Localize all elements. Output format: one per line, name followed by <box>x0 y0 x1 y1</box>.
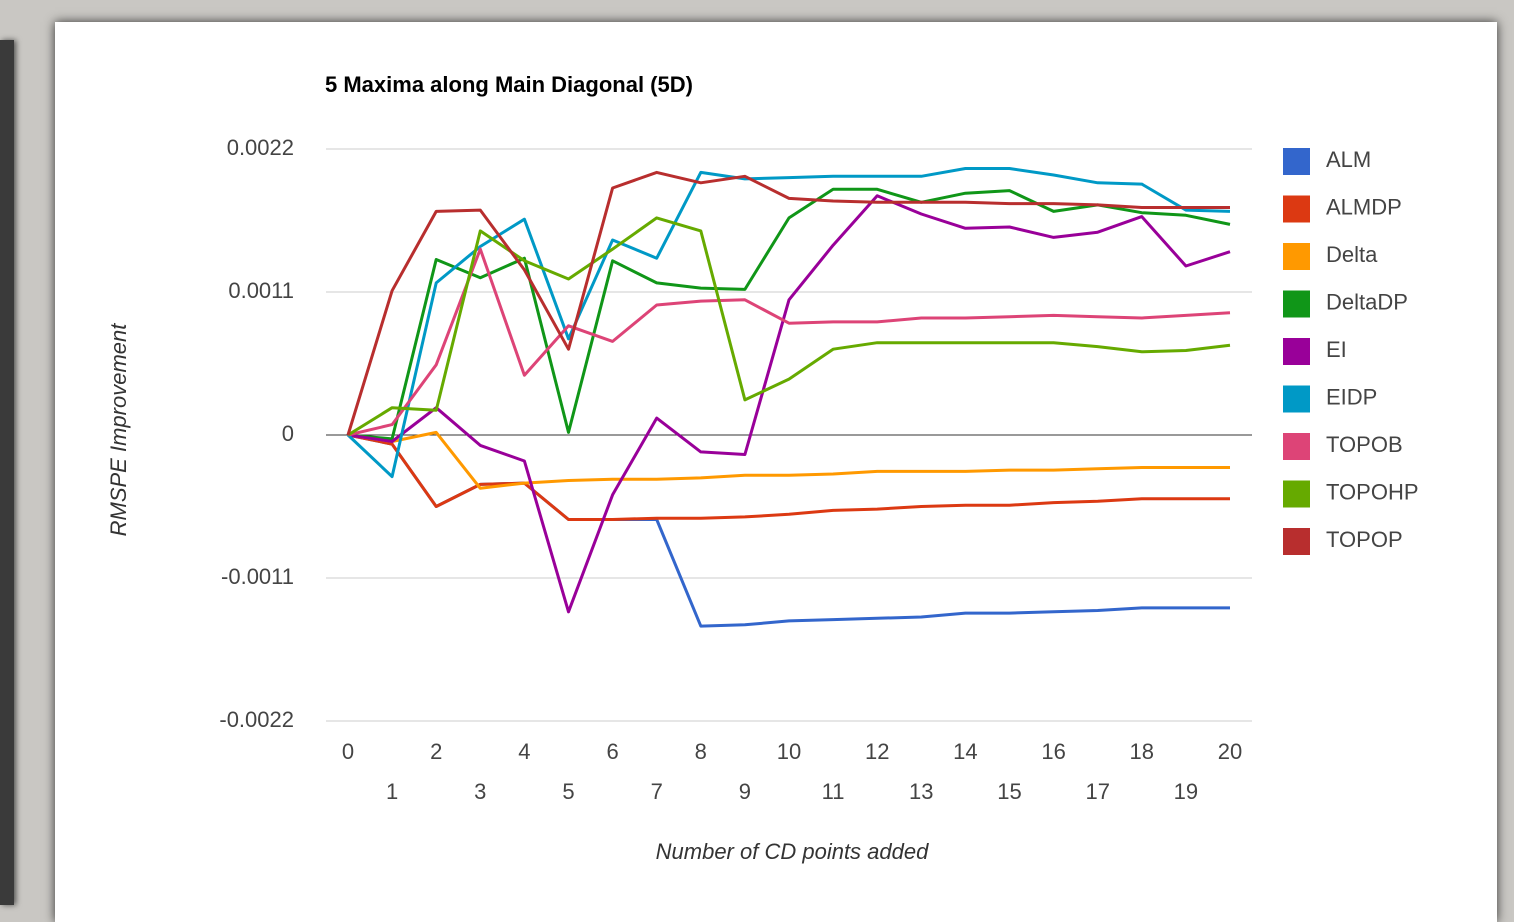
x-tick-label: 7 <box>651 779 663 804</box>
x-tick-label: 2 <box>430 739 442 764</box>
x-tick-label: 8 <box>695 739 707 764</box>
legend-swatch <box>1283 480 1310 508</box>
legend-label: ALMDP <box>1326 194 1402 219</box>
legend-label: DeltaDP <box>1326 289 1408 314</box>
x-axis-title: Number of CD points added <box>656 839 929 864</box>
legend-label: Delta <box>1326 242 1378 267</box>
x-tick-label: 5 <box>562 779 574 804</box>
chart-title: 5 Maxima along Main Diagonal (5D) <box>325 72 693 97</box>
x-tick-label: 4 <box>518 739 530 764</box>
legend-swatch <box>1283 195 1310 223</box>
series-line <box>347 187 1231 441</box>
y-tick-label: -0.0022 <box>219 707 294 732</box>
chart-panel <box>55 22 1497 922</box>
legend-label: TOPOB <box>1326 432 1403 457</box>
y-tick-label: 0 <box>282 421 294 446</box>
y-tick-label: -0.0011 <box>221 564 294 589</box>
window-edge <box>0 40 14 905</box>
series-line <box>347 430 1230 490</box>
legend-swatch <box>1283 338 1310 365</box>
legend-label: ALM <box>1326 147 1371 172</box>
x-tick-label: 14 <box>953 739 977 764</box>
x-tick-label: 9 <box>739 779 751 804</box>
x-tick-label: 3 <box>474 779 486 804</box>
x-tick-label: 1 <box>386 779 398 804</box>
series-line <box>347 433 1230 628</box>
x-tick-label: 20 <box>1218 739 1242 764</box>
x-tick-label: 12 <box>865 739 889 764</box>
x-tick-label: 16 <box>1041 739 1065 764</box>
legend-swatch <box>1283 243 1310 270</box>
x-tick-label: 18 <box>1130 739 1154 764</box>
x-tick-label: 11 <box>822 779 845 804</box>
legend-label: EIDP <box>1326 384 1377 409</box>
series-line <box>347 247 1231 437</box>
legend-swatch <box>1283 148 1310 175</box>
series-line <box>347 216 1231 437</box>
x-tick-label: 13 <box>909 779 933 804</box>
series-line <box>347 433 1230 521</box>
x-tick-label: 15 <box>997 779 1021 804</box>
legend-swatch <box>1283 385 1310 413</box>
legend-swatch <box>1283 528 1310 555</box>
x-tick-label: 19 <box>1174 779 1198 804</box>
series-line <box>347 194 1231 614</box>
legend-label: TOPOHP <box>1326 479 1419 504</box>
legend-swatch <box>1283 433 1310 460</box>
legend-label: EI <box>1326 337 1347 362</box>
x-tick-label: 17 <box>1085 779 1109 804</box>
x-tick-label: 0 <box>342 739 354 764</box>
y-tick-label: 0.0022 <box>227 135 294 160</box>
legend-label: TOPOP <box>1326 527 1403 552</box>
series-line <box>346 167 1231 479</box>
series-line <box>346 170 1230 436</box>
legend-swatch <box>1283 290 1310 318</box>
y-axis-title: RMSPE Improvement <box>106 323 131 537</box>
x-tick-label: 10 <box>777 739 801 764</box>
x-tick-label: 6 <box>606 739 618 764</box>
y-tick-label: 0.0011 <box>228 278 294 303</box>
